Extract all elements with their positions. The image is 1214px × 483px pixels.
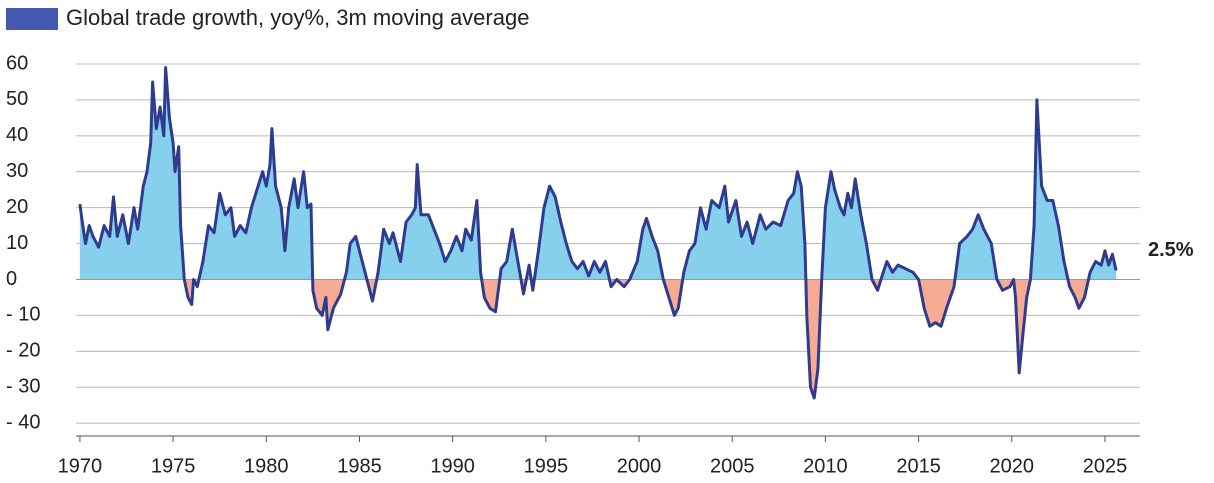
y-tick-label: - 10 — [6, 304, 40, 326]
x-tick-label: 1995 — [524, 455, 569, 477]
x-tick-label: 1975 — [151, 455, 196, 477]
y-tick-label: - 20 — [6, 340, 40, 362]
x-tick-label: 2000 — [617, 455, 662, 477]
y-tick-label: 40 — [6, 124, 28, 146]
x-tick-label: 2025 — [1083, 455, 1128, 477]
x-tick-label: 2010 — [803, 455, 848, 477]
y-tick-label: 10 — [6, 232, 28, 254]
y-tick-label: 30 — [6, 160, 28, 182]
end-label: 2.5% — [1148, 239, 1194, 261]
y-tick-label: 20 — [6, 196, 28, 218]
y-tick-label: 0 — [6, 268, 17, 290]
x-tick-label: 1990 — [430, 455, 475, 477]
x-tick-label: 1985 — [337, 455, 382, 477]
y-tick-label: - 30 — [6, 376, 40, 398]
y-tick-label: - 40 — [6, 411, 40, 433]
x-tick-label: 2015 — [896, 455, 941, 477]
line — [78, 66, 1118, 400]
y-tick-label: 60 — [6, 52, 28, 74]
x-tick-label: 1980 — [244, 455, 289, 477]
y-tick-label: 50 — [6, 88, 28, 110]
legend-swatch — [6, 8, 58, 30]
x-tick-label: 2005 — [710, 455, 755, 477]
x-tick-label: 1970 — [58, 455, 103, 477]
legend-label: Global trade growth, yoy%, 3m moving ave… — [66, 5, 529, 30]
x-tick-label: 2020 — [990, 455, 1035, 477]
